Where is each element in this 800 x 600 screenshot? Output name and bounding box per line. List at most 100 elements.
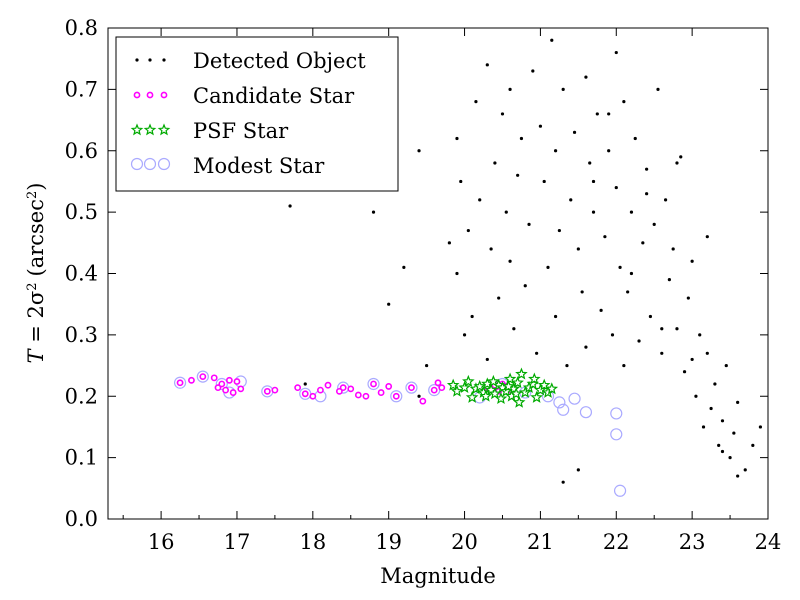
x-tick-label: 18 <box>299 530 326 554</box>
point-dot <box>637 339 641 343</box>
point-dot <box>542 179 546 184</box>
point-circle-open <box>215 377 228 391</box>
point-circle-small <box>434 379 442 387</box>
point-dot <box>459 179 463 184</box>
point-dot <box>402 265 406 269</box>
point-dot <box>698 333 702 337</box>
point-circle-small <box>176 379 184 387</box>
point-dot <box>614 185 618 190</box>
y-tick-label: 0.8 <box>65 16 98 40</box>
point-star <box>528 372 541 385</box>
point-dot <box>417 394 421 398</box>
point-dot <box>705 235 709 239</box>
y-axis-label: T = 2σ2(arcsec2) <box>24 183 48 364</box>
point-star <box>458 381 471 394</box>
point-dot <box>485 63 489 67</box>
point-circle-small <box>222 386 229 394</box>
point-circle-small <box>271 386 279 394</box>
point-dot <box>417 149 421 153</box>
point-dot <box>663 198 668 202</box>
point-circle-open <box>557 403 570 416</box>
point-circle-open <box>610 407 623 420</box>
point-dot <box>720 449 725 454</box>
point-dot <box>508 259 512 263</box>
x-axis-ticks: 16 17 18 19 20 21 22 23 24 <box>122 28 782 554</box>
point-dot <box>736 400 740 404</box>
point-circle-small <box>377 389 385 396</box>
legend-marker-circle-open <box>143 157 157 171</box>
x-tick-label: 20 <box>451 530 478 554</box>
point-circle-small <box>335 387 343 395</box>
point-star <box>465 390 479 403</box>
y-axis-label-main: T <box>24 347 48 363</box>
point-dot <box>656 87 660 91</box>
point-dot <box>553 314 558 319</box>
point-dot <box>523 284 527 288</box>
point-dot <box>288 204 292 208</box>
point-dot <box>686 296 690 300</box>
point-circle-open <box>613 484 627 497</box>
point-dot <box>387 302 391 306</box>
point-circle-small <box>263 387 271 395</box>
point-circle-small <box>438 384 446 392</box>
point-dot <box>500 112 505 116</box>
point-dot <box>633 136 637 141</box>
point-dot <box>758 425 763 429</box>
y-axis-superscript: 2 <box>25 283 40 291</box>
point-circle-small <box>199 373 207 381</box>
point-dot <box>622 100 626 104</box>
x-axis-label: Magnitude <box>380 564 496 588</box>
point-circle-small <box>294 384 302 392</box>
point-dot <box>561 87 565 91</box>
point-star <box>512 395 526 408</box>
point-dot <box>720 419 725 423</box>
point-dot <box>588 161 592 165</box>
point-dot <box>462 333 467 337</box>
x-tick-label: 17 <box>224 530 251 554</box>
point-dot <box>607 112 611 116</box>
point-dot <box>717 443 721 447</box>
point-dot <box>546 265 550 269</box>
point-dot <box>508 87 512 91</box>
y-tick-label: 0.2 <box>65 384 98 408</box>
legend-marker-circle-open <box>157 157 171 171</box>
point-dot <box>489 247 493 251</box>
point-dot <box>713 382 717 386</box>
y-tick-label: 0.0 <box>65 507 98 531</box>
point-circle-open <box>367 377 380 391</box>
point-dot <box>576 247 580 251</box>
point-dot <box>660 327 664 331</box>
point-dot <box>455 136 459 141</box>
point-dot <box>599 308 603 312</box>
point-dot <box>474 100 478 104</box>
point-circle-small <box>218 380 226 388</box>
point-dot <box>493 161 497 165</box>
point-dot <box>701 425 706 429</box>
point-circle-open <box>196 370 209 383</box>
point-star <box>502 379 515 392</box>
point-circle-small <box>392 392 400 400</box>
point-dot <box>519 136 524 141</box>
point-dot <box>557 228 561 233</box>
point-circle-small <box>347 385 355 393</box>
point-dot <box>466 228 470 233</box>
point-dot <box>690 259 694 263</box>
point-star <box>487 374 500 387</box>
point-dot <box>610 333 615 337</box>
point-circle-small <box>370 380 377 388</box>
point-dot <box>694 394 698 398</box>
point-star <box>494 392 508 405</box>
point-dot <box>690 357 694 362</box>
x-tick-label: 21 <box>527 530 554 554</box>
x-tick-label: 24 <box>755 530 782 554</box>
point-dot <box>660 351 664 355</box>
point-dot <box>371 210 376 214</box>
point-circle-small <box>188 376 195 384</box>
legend-label: Candidate Star <box>193 84 355 108</box>
point-dot <box>675 327 679 331</box>
point-star <box>534 383 547 396</box>
legend-marker-star <box>157 123 171 136</box>
point-dot <box>645 167 649 171</box>
point-star <box>537 378 551 391</box>
